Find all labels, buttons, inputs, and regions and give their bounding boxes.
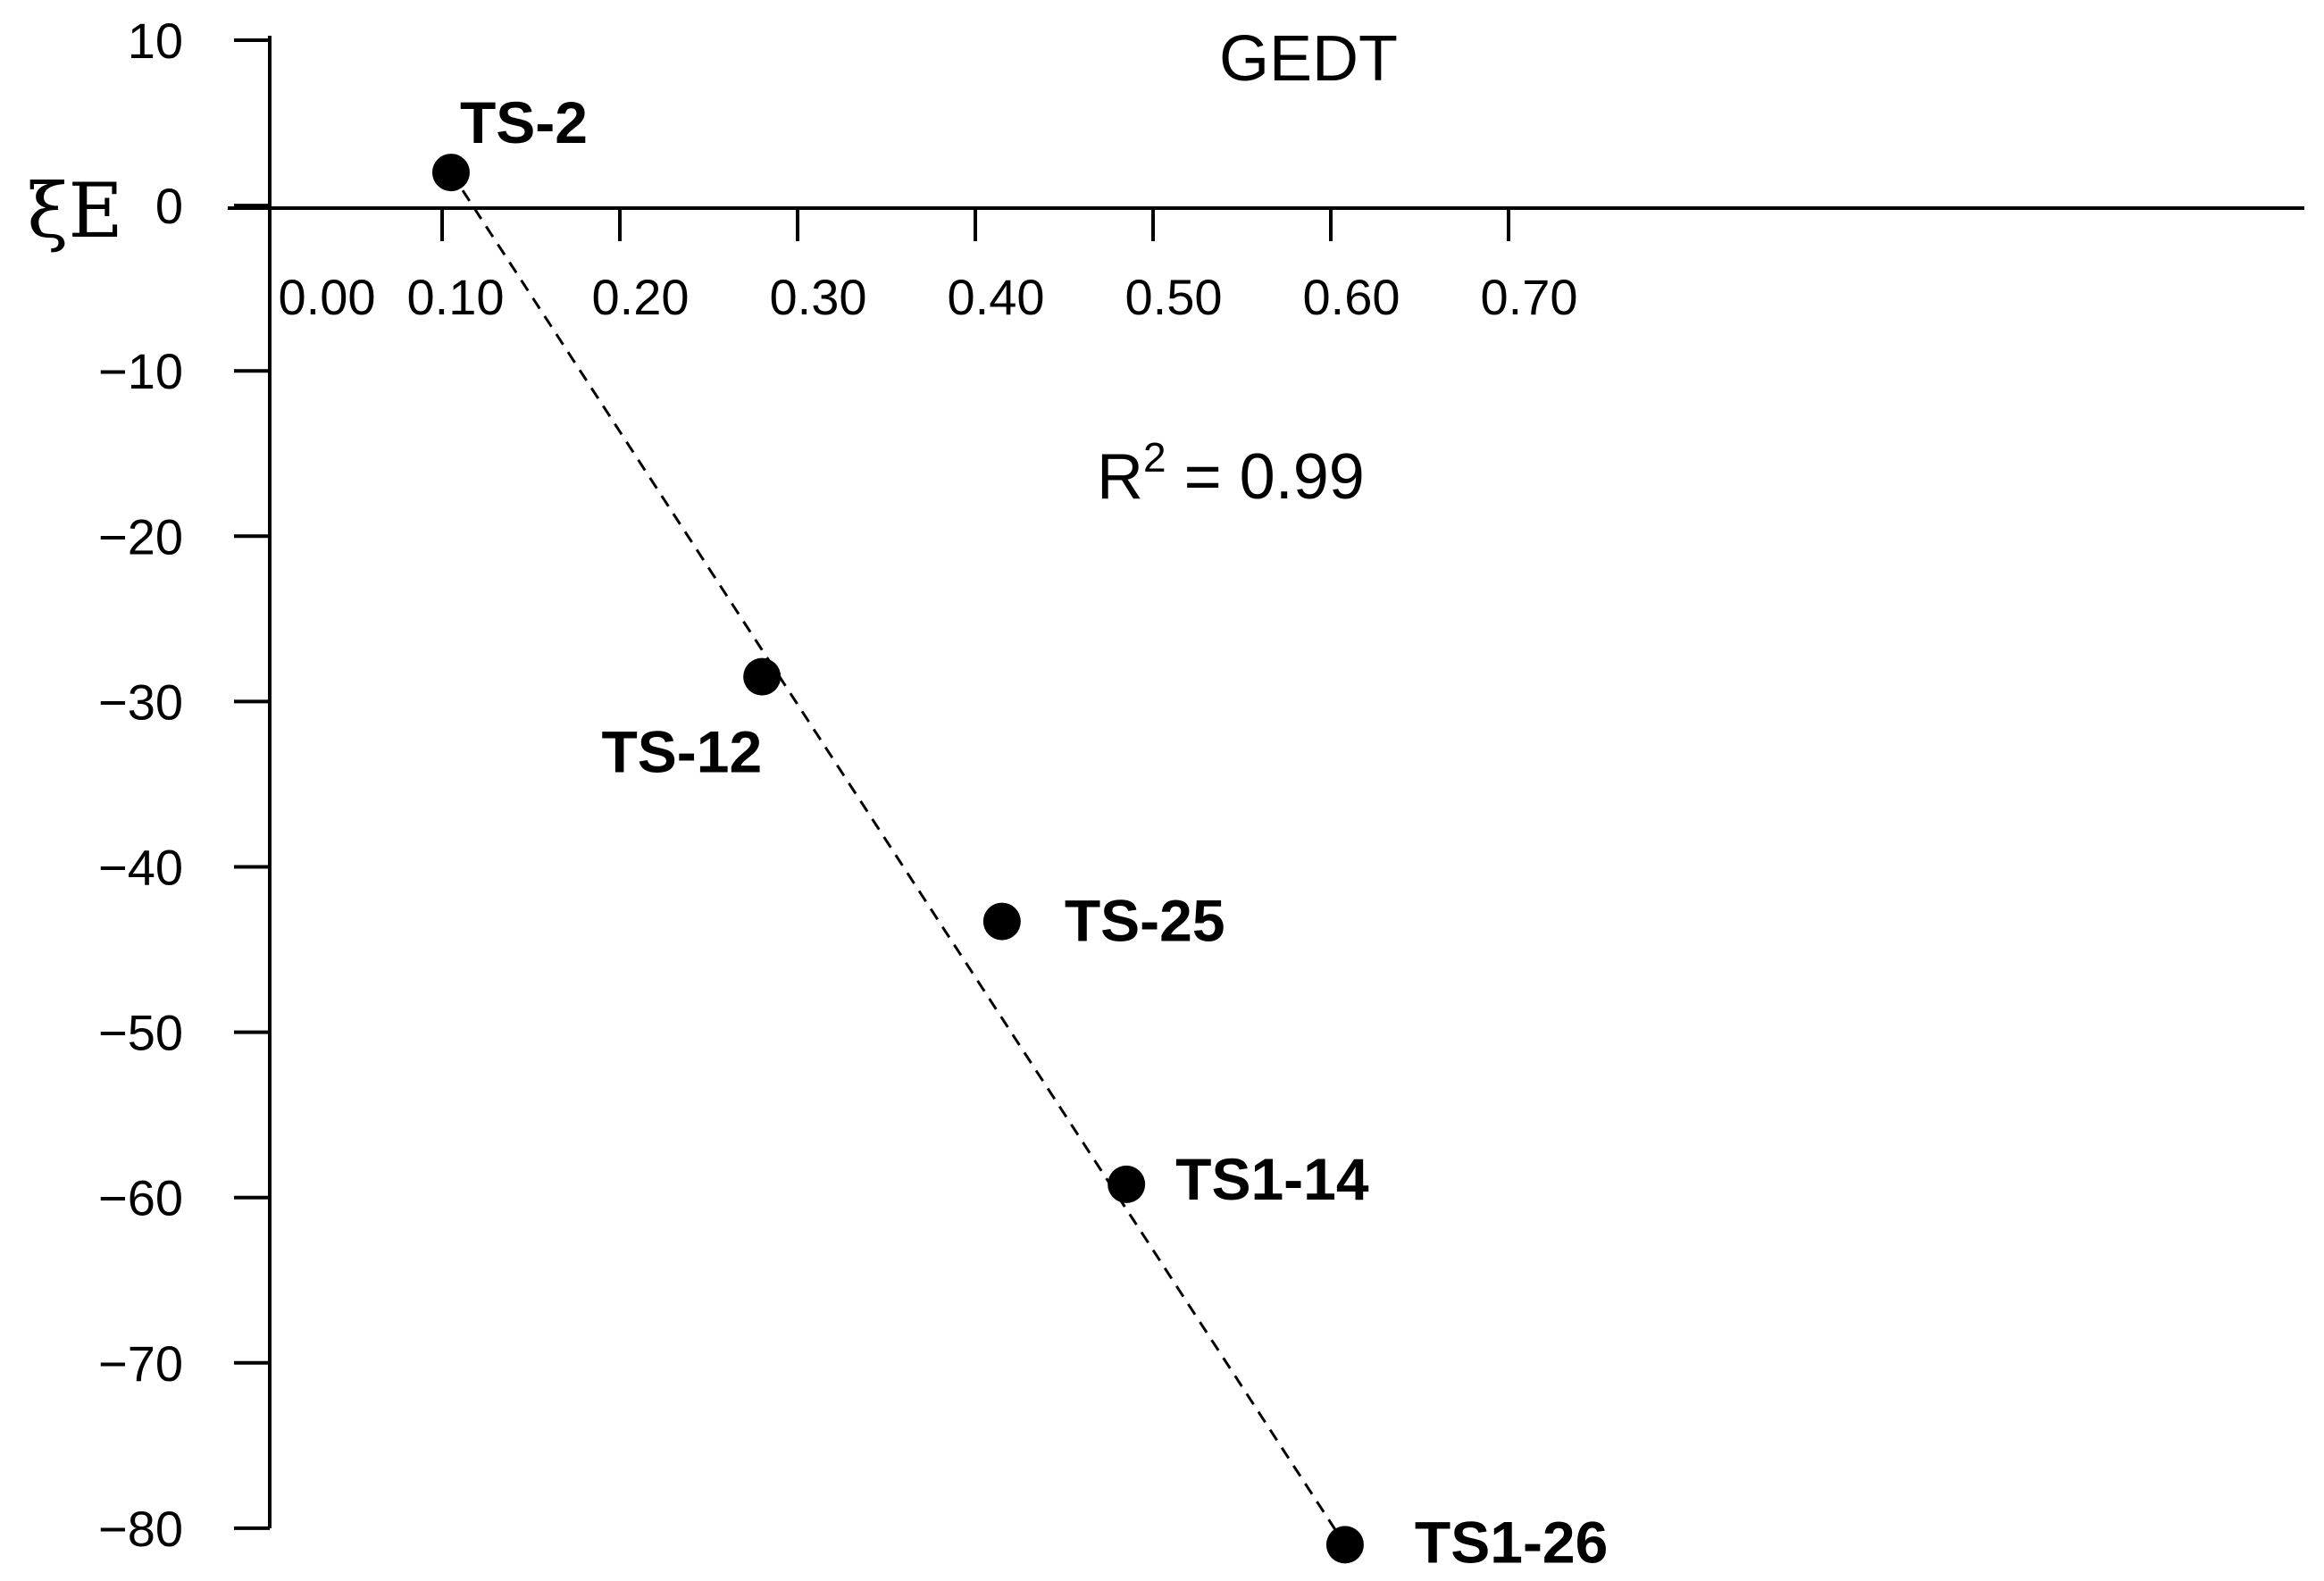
x-tick-label: 0.00: [279, 269, 376, 325]
point-label: TS1-14: [1175, 1146, 1369, 1212]
point-label: TS-12: [601, 719, 762, 785]
y-tick-label: −30: [98, 673, 183, 730]
y-ticks: 10 0 −10 −20 −30 −40 −50 −60 −70 −80: [98, 13, 270, 1557]
data-point: [743, 657, 782, 696]
y-tick-label: −50: [98, 1005, 183, 1061]
r-squared-sup: 2: [1143, 434, 1166, 481]
x-tick-label: 0.50: [1125, 269, 1223, 325]
chart-title: GEDT: [1219, 23, 1398, 95]
data-point: [1325, 1526, 1364, 1564]
y-tick-label: 10: [128, 13, 183, 69]
y-tick-label: 0: [155, 178, 183, 234]
y-tick-label: −10: [98, 343, 183, 399]
x-ticks: 0.00 0.10 0.20 0.30 0.40 0.50 0.60 0.70: [279, 208, 1578, 325]
r-squared-annotation: R2 = 0.99: [1097, 434, 1365, 513]
x-tick-label: 0.10: [407, 269, 505, 325]
y-tick-label: −20: [98, 508, 183, 565]
r-squared-base: R: [1097, 441, 1143, 513]
y-tick-label: −70: [98, 1335, 183, 1392]
y-tick-label: −60: [98, 1170, 183, 1226]
data-points: TS-2 TS-12 TS-25 TS1-14 TS1-26: [431, 89, 1608, 1575]
x-tick-label: 0.30: [770, 269, 867, 325]
point-label: TS1-26: [1415, 1509, 1608, 1575]
x-tick-label: 0.40: [948, 269, 1045, 325]
y-tick-label: −40: [98, 840, 183, 896]
trendline: [449, 171, 1347, 1546]
data-point: [1108, 1165, 1146, 1203]
data-point: [982, 902, 1021, 941]
r-squared-value: = 0.99: [1166, 441, 1365, 513]
y-axis-label: ξE: [27, 167, 123, 255]
data-point: [431, 154, 470, 192]
point-label: TS-2: [460, 89, 588, 155]
point-label: TS-25: [1065, 888, 1225, 954]
x-tick-label: 0.20: [592, 269, 690, 325]
x-tick-label: 0.70: [1481, 269, 1578, 325]
y-tick-label: −80: [98, 1501, 183, 1557]
x-tick-label: 0.60: [1303, 269, 1400, 325]
